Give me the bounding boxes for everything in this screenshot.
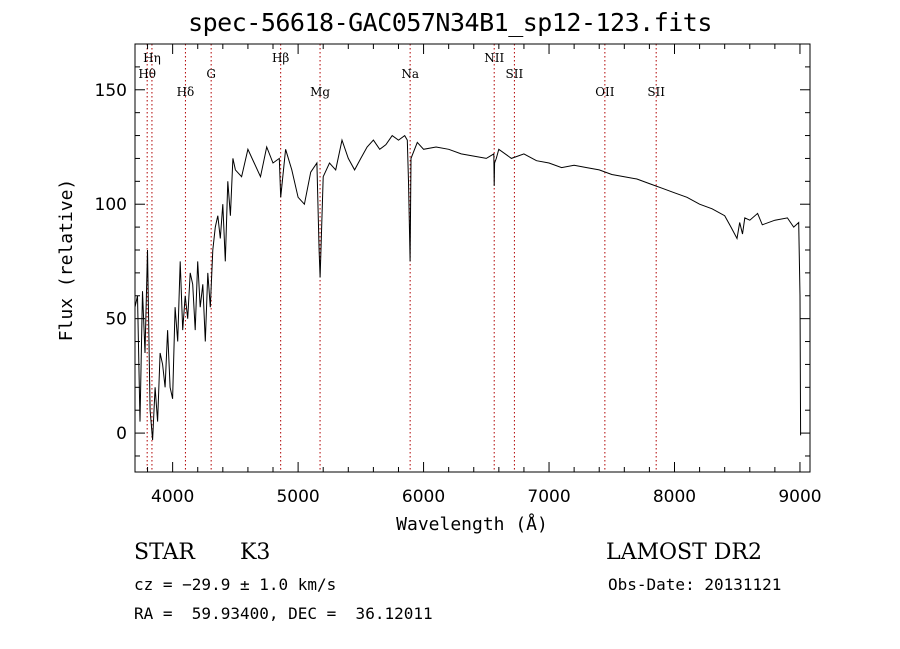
line-label: NII [484, 51, 504, 65]
line-label: Na [401, 67, 419, 81]
coordinates-text: RA = 59.93400, DEC = 36.12011 [134, 604, 433, 623]
x-tick-label: 7000 [527, 487, 570, 507]
y-tick-label: 150 [95, 81, 127, 101]
x-axis-label: Wavelength (Å) [396, 513, 548, 535]
x-tick-label: 8000 [653, 487, 696, 507]
x-tick-label: 9000 [778, 487, 821, 507]
line-label: Hη [143, 51, 161, 65]
redshift-text: cz = −29.9 ± 1.0 km/s [134, 575, 337, 594]
x-tick-label: 4000 [151, 487, 194, 507]
line-label: Hθ [138, 67, 156, 81]
obs-date-text: Obs-Date: 20131121 [608, 575, 782, 594]
y-tick-label: 100 [95, 195, 127, 215]
y-tick-label: 0 [116, 424, 127, 444]
x-tick-label: 5000 [276, 487, 319, 507]
object-class: STAR [134, 540, 195, 565]
line-label: G [206, 67, 216, 81]
line-label: Hδ [177, 85, 195, 99]
line-label: SII [506, 67, 524, 81]
y-tick-label: 50 [105, 310, 127, 330]
line-label: Mg [310, 85, 330, 99]
spectrum-line [134, 134, 802, 441]
x-tick-label: 6000 [402, 487, 445, 507]
line-label: Hβ [272, 51, 289, 65]
object-subclass: K3 [240, 540, 271, 565]
line-label: OII [595, 85, 615, 99]
x-axis-ticks: 4000 5000 6000 7000 8000 9000 [147, 44, 822, 507]
survey-label: LAMOST DR2 [606, 540, 762, 565]
y-axis-ticks: 0 50 100 150 [95, 43, 810, 457]
line-label: SII [647, 85, 665, 99]
y-axis-label: Flux (relative) [56, 179, 77, 342]
line-markers [146, 44, 657, 472]
chart-title: spec-56618-GAC057N34B1_sp12-123.fits [188, 8, 712, 37]
plot-frame [134, 43, 811, 473]
